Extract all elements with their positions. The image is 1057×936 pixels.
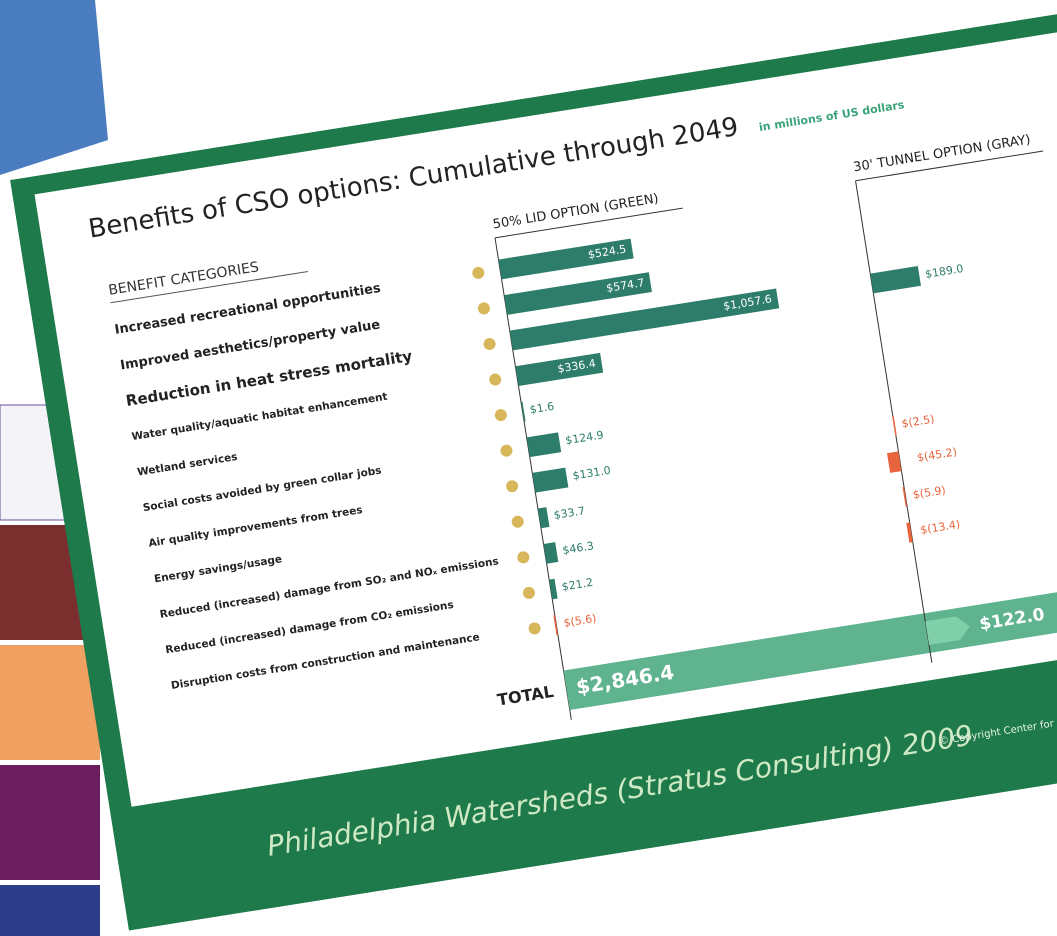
slide: Benefits of CSO options: Cumulative thro… <box>10 0 1057 931</box>
screenshot: Benefits of CSO options: Cumulative thro… <box>0 0 1057 936</box>
background-shape <box>0 0 108 175</box>
